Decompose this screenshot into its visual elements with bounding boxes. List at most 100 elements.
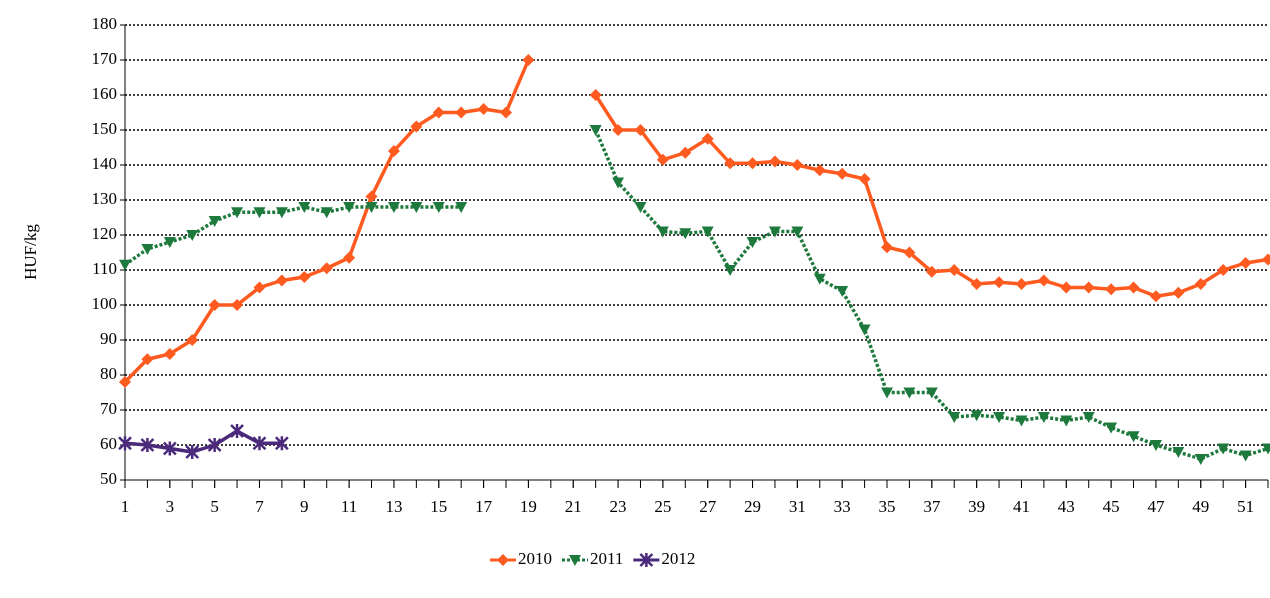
point	[500, 106, 512, 119]
x-tick-label: 15	[430, 497, 447, 516]
point	[836, 167, 849, 180]
point	[455, 202, 468, 213]
marker-shape	[569, 555, 581, 566]
marker-shape	[701, 132, 714, 145]
marker-shape	[163, 237, 176, 248]
marker-shape	[746, 237, 759, 248]
marker-shape	[1262, 443, 1270, 455]
marker-shape	[522, 54, 535, 66]
point	[1082, 412, 1095, 423]
marker-shape	[387, 145, 400, 157]
y-tick-label: 160	[92, 84, 118, 103]
legend-label: 2012	[661, 549, 695, 568]
x-tick-label: 23	[610, 497, 627, 516]
marker-shape	[497, 554, 509, 566]
marker-shape	[1149, 440, 1162, 451]
point	[1037, 412, 1050, 423]
point	[275, 207, 288, 219]
marker-shape	[1127, 281, 1140, 294]
y-tick-label: 130	[92, 189, 118, 208]
point	[1037, 274, 1050, 287]
point	[1060, 281, 1073, 294]
y-tick-label: 170	[92, 49, 118, 68]
point	[275, 274, 288, 287]
marker-shape	[477, 103, 490, 115]
marker-shape	[320, 262, 333, 275]
marker-shape	[1194, 454, 1207, 465]
marker-shape	[589, 89, 602, 101]
point	[1239, 257, 1252, 269]
point	[252, 436, 267, 451]
x-tick-label: 51	[1237, 497, 1254, 516]
point	[791, 226, 804, 238]
marker-shape	[119, 259, 131, 271]
point	[231, 299, 244, 311]
point	[455, 106, 468, 119]
point	[365, 202, 378, 213]
x-tick-label: 35	[879, 497, 896, 516]
point	[208, 299, 221, 311]
marker-shape	[1060, 415, 1073, 427]
point	[410, 202, 423, 213]
x-tick-label: 41	[1013, 497, 1030, 516]
y-tick-label: 100	[92, 294, 118, 313]
point	[1172, 447, 1185, 458]
x-tick-label: 21	[565, 497, 582, 516]
point	[185, 445, 200, 459]
point	[1262, 443, 1270, 455]
x-tick-label: 39	[968, 497, 985, 516]
marker-shape	[724, 157, 737, 170]
marker-shape	[881, 241, 893, 254]
marker-shape	[970, 278, 983, 290]
y-tick-label: 120	[92, 224, 118, 243]
point	[612, 177, 625, 189]
point	[746, 157, 759, 170]
point	[1015, 278, 1028, 290]
point	[858, 324, 871, 336]
marker-shape	[858, 324, 871, 336]
marker-shape	[1082, 281, 1095, 294]
point	[1217, 264, 1230, 276]
point	[993, 276, 1006, 289]
marker-shape	[1060, 281, 1073, 294]
point	[813, 164, 826, 177]
x-tick-label: 11	[341, 497, 357, 516]
legend-label: 2011	[590, 549, 623, 568]
point	[320, 262, 333, 275]
point	[1239, 450, 1252, 462]
marker-shape	[387, 202, 400, 213]
point	[1105, 422, 1118, 434]
marker-shape	[1172, 447, 1185, 458]
marker-shape	[1194, 278, 1207, 290]
marker-shape	[1239, 257, 1252, 269]
point	[1194, 278, 1207, 290]
marker-shape	[141, 244, 154, 255]
marker-shape	[275, 274, 288, 287]
marker-shape	[252, 436, 267, 451]
point	[569, 555, 581, 566]
marker-shape	[589, 125, 602, 136]
x-tick-label: 47	[1147, 497, 1165, 516]
point	[207, 438, 222, 452]
point	[231, 207, 244, 219]
y-tick-label: 110	[92, 259, 117, 278]
point	[343, 251, 356, 264]
point	[140, 438, 155, 452]
point	[679, 228, 692, 240]
point	[925, 265, 938, 278]
marker-shape	[298, 271, 311, 283]
point	[208, 216, 221, 227]
marker-shape	[140, 438, 155, 452]
point	[365, 190, 378, 203]
point	[118, 436, 132, 451]
point	[903, 246, 916, 259]
marker-shape	[500, 106, 512, 119]
point	[162, 441, 177, 456]
marker-shape	[186, 334, 199, 346]
marker-shape	[612, 177, 625, 189]
x-tick-label: 27	[699, 497, 717, 516]
y-tick-label: 50	[100, 469, 117, 488]
marker-shape	[432, 106, 445, 119]
legend-item: 2012	[633, 549, 695, 568]
point	[858, 173, 871, 185]
